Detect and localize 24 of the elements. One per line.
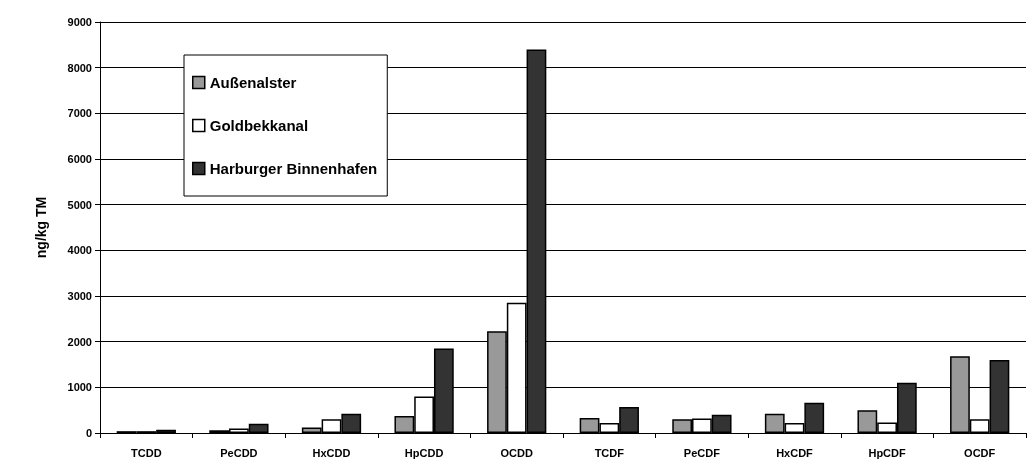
x-tick-label: TCDD — [131, 446, 162, 459]
x-tick-label: HpCDD — [404, 446, 444, 459]
x-tick-label: OCDD — [500, 446, 533, 459]
x-tick-label: PeCDD — [220, 446, 258, 459]
y-tick-label: 6000 — [67, 153, 92, 165]
legend-label: Harburger Binnenhafen — [209, 160, 378, 177]
y-tick-label: 0 — [85, 427, 92, 439]
x-tick-label: HxCDD — [312, 446, 351, 459]
y-axis-title: ng/kg TM — [33, 196, 49, 259]
y-tick-label: 4000 — [67, 244, 92, 257]
y-tick-label: 2000 — [67, 335, 92, 348]
y-tick-label: 7000 — [67, 107, 92, 120]
y-tick-label: 9000 — [67, 16, 92, 28]
x-tick-label: TCDF — [594, 446, 625, 459]
x-tick-label: HpCDF — [868, 446, 907, 459]
y-tick-label: 1000 — [67, 381, 92, 394]
legend-label: Goldbekkanal — [209, 117, 309, 134]
y-tick-label: 3000 — [67, 290, 92, 302]
y-tick-label: 8000 — [67, 61, 92, 74]
y-tick-label: 5000 — [67, 198, 92, 211]
legend-label: Außenalster — [209, 74, 297, 91]
x-tick-label: OCDF — [964, 446, 996, 459]
x-tick-label: PeCDF — [683, 446, 721, 459]
x-tick-label: HxCDF — [776, 446, 814, 459]
